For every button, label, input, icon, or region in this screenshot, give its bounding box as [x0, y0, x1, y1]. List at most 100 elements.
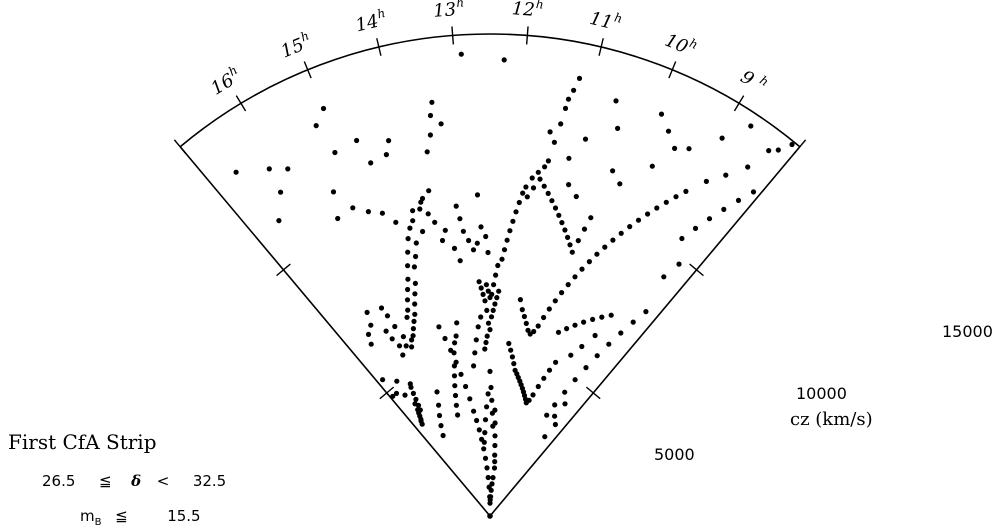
galaxy-point	[549, 198, 555, 204]
galaxy-point	[417, 206, 423, 212]
ra-label-text: 13	[432, 0, 456, 22]
galaxy-point	[266, 166, 272, 172]
galaxy-point	[472, 350, 478, 356]
galaxy-point	[594, 353, 600, 359]
galaxy-point	[486, 484, 492, 490]
galaxy-point	[618, 230, 624, 236]
galaxy-point	[320, 105, 327, 112]
galaxy-point	[511, 361, 517, 367]
galaxy-point	[483, 233, 489, 240]
galaxy-point	[520, 190, 526, 196]
galaxy-point	[506, 340, 512, 347]
galaxy-point	[673, 194, 679, 200]
galaxy-point	[412, 291, 418, 297]
galaxy-point	[565, 282, 571, 288]
galaxy-point	[643, 309, 649, 315]
galaxy-point	[519, 307, 525, 313]
galaxy-point	[233, 169, 239, 175]
galaxy-point	[575, 238, 581, 244]
galaxy-point	[618, 330, 624, 336]
galaxy-point	[750, 189, 757, 195]
galaxy-point	[429, 99, 435, 105]
galaxy-point	[438, 423, 444, 429]
galaxy-point	[719, 135, 725, 141]
cz-tick-labels: 5000 10000 15000 cz (km/s)	[654, 322, 993, 464]
right-edge	[489, 146, 801, 517]
galaxy-point	[723, 172, 729, 178]
galaxy-point	[562, 227, 568, 233]
galaxy-point	[627, 224, 633, 230]
galaxy-point	[426, 188, 432, 194]
galaxy-point	[507, 228, 513, 234]
galaxy-point	[559, 220, 565, 226]
galaxy-point	[485, 391, 491, 397]
galaxy-point	[490, 307, 496, 313]
galaxy-point	[579, 266, 585, 272]
ra-label-superscript: h	[456, 0, 465, 10]
galaxy-point	[427, 132, 433, 138]
ra-tick-17	[173, 139, 187, 155]
galaxy-point	[665, 128, 672, 134]
galaxy-point	[487, 368, 493, 374]
galaxy-point	[383, 152, 389, 158]
galaxy-point	[276, 218, 282, 224]
galaxy-point	[394, 378, 400, 384]
galaxy-point	[495, 262, 501, 269]
galaxy-point	[706, 216, 713, 222]
ra-label-text: 11	[588, 8, 615, 34]
galaxy-point	[473, 337, 479, 343]
galaxy-point	[332, 149, 338, 156]
galaxy-point	[692, 225, 699, 231]
galaxy-point	[485, 320, 492, 326]
wedge-frame	[179, 33, 801, 517]
galaxy-point	[484, 333, 490, 339]
galaxy-point	[481, 446, 487, 452]
cz-tick-5000-left	[379, 386, 395, 400]
galaxy-point	[438, 121, 444, 127]
galaxy-point	[389, 336, 395, 342]
galaxy-point	[490, 475, 496, 481]
galaxy-point	[313, 123, 319, 129]
galaxy-point	[558, 121, 564, 127]
galaxy-point	[610, 168, 616, 174]
cz-label-10000: 10000	[796, 384, 847, 403]
galaxy-point	[606, 341, 612, 347]
galaxy-point	[572, 274, 578, 280]
galaxy-point	[602, 244, 608, 250]
galaxy-point	[380, 377, 386, 383]
galaxy-point	[544, 412, 550, 418]
galaxy-point	[485, 249, 491, 256]
galaxy-point	[703, 178, 710, 184]
galaxy-point	[483, 339, 489, 346]
galaxy-point	[566, 182, 572, 188]
cz-tick-5000-right	[585, 386, 601, 400]
galaxy-point	[478, 314, 484, 320]
galaxy-point	[521, 313, 528, 320]
galaxy-point	[405, 276, 411, 282]
galaxy-point	[458, 51, 464, 57]
galaxy-point	[513, 209, 519, 215]
galaxy-point	[451, 350, 457, 356]
galaxy-point	[649, 163, 655, 169]
galaxy-point	[410, 326, 416, 332]
galaxy-point	[566, 155, 572, 161]
galaxy-point	[567, 242, 573, 248]
galaxy-point	[364, 309, 370, 315]
galaxy-point	[484, 465, 490, 471]
dec-symbol: δ	[131, 472, 142, 490]
galaxy-point	[480, 291, 486, 297]
galaxy-point	[411, 318, 417, 324]
galaxy-point	[330, 189, 337, 195]
galaxy-point	[413, 240, 419, 246]
dec-relation-1: ≦	[98, 472, 112, 490]
galaxy-point	[335, 215, 341, 222]
ra-label-superscript: h	[757, 73, 771, 89]
galaxy-point	[454, 320, 460, 326]
galaxy-point	[686, 146, 692, 152]
galaxy-point	[457, 258, 463, 264]
galaxy-point	[487, 327, 493, 333]
galaxy-point	[491, 282, 497, 288]
galaxy-point	[582, 136, 589, 142]
cz-axis-title: cz (km/s)	[790, 409, 873, 430]
galaxy-point	[436, 412, 443, 419]
